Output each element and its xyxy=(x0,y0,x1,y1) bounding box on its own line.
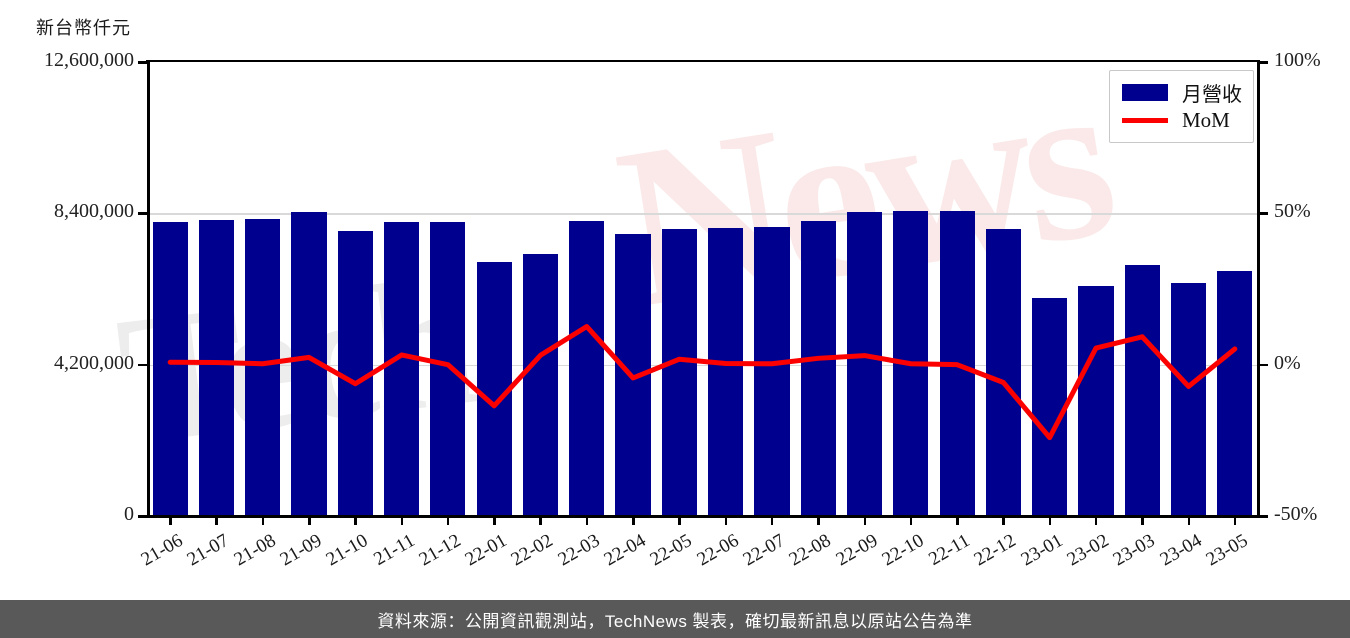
y-axis-left-tick xyxy=(138,212,147,215)
y-axis-left-tick xyxy=(138,515,147,518)
y-axis-right-tick xyxy=(1259,61,1268,64)
y-axis-left-label: 0 xyxy=(124,503,134,525)
y-axis-right-line xyxy=(1257,60,1260,518)
bar-21-07[interactable] xyxy=(198,220,235,516)
bar-23-01[interactable] xyxy=(1032,298,1068,516)
legend-bar-swatch-icon xyxy=(1122,83,1168,101)
y-axis-left-line xyxy=(147,60,150,518)
x-axis-line xyxy=(146,515,1260,518)
y-axis-right-tick xyxy=(1259,515,1268,518)
bar-21-11[interactable] xyxy=(384,221,420,516)
x-axis-tick xyxy=(863,516,867,525)
x-axis-tick xyxy=(585,516,589,525)
source-footer: 資料來源：公開資訊觀測站，TechNews 製表，確切最新訊息以原站公告為準 xyxy=(0,600,1350,638)
plot-top-border xyxy=(146,60,1260,62)
x-axis-tick xyxy=(1187,516,1191,525)
x-axis-tick xyxy=(632,516,635,525)
y-axis-left-label: 12,600,000 xyxy=(44,49,134,71)
legend-item-mom[interactable]: MoM xyxy=(1110,106,1253,134)
y-axis-unit-caption: 新台幣仟元 xyxy=(36,18,131,38)
x-axis-tick xyxy=(1094,516,1098,525)
bar-23-03[interactable] xyxy=(1124,265,1160,516)
x-axis-tick xyxy=(956,516,959,525)
bar-22-08[interactable] xyxy=(800,220,836,516)
y-axis-right-tick xyxy=(1259,212,1268,215)
y-axis-left-label: 4,200,000 xyxy=(54,351,134,374)
bar-22-09[interactable] xyxy=(846,211,883,516)
x-axis-tick xyxy=(1002,516,1005,525)
y-axis-right-label: -50% xyxy=(1274,503,1318,525)
legend-line-swatch-icon xyxy=(1122,117,1168,123)
bar-23-04[interactable] xyxy=(1170,283,1207,516)
line-series-mom xyxy=(147,62,1258,516)
y-axis-right-label: 50% xyxy=(1274,200,1311,223)
y-axis-left-tick xyxy=(138,363,147,367)
x-axis-tick xyxy=(909,516,913,525)
legend-label-month-revenue: 月營收 xyxy=(1182,83,1242,106)
bar-21-10[interactable] xyxy=(337,231,373,516)
bar-23-02[interactable] xyxy=(1078,286,1114,516)
bar-22-02[interactable] xyxy=(522,254,559,516)
y-axis-left-tick xyxy=(138,61,147,64)
legend[interactable]: 月營收 MoM xyxy=(1109,70,1254,143)
y-axis-right-label: 0% xyxy=(1274,351,1301,374)
x-axis-tick xyxy=(169,516,172,525)
x-axis-tick xyxy=(724,516,728,525)
gridline xyxy=(147,364,1258,367)
x-axis-tick xyxy=(539,516,542,525)
bar-21-08[interactable] xyxy=(245,219,281,516)
x-axis-tick xyxy=(817,516,820,525)
x-axis-tick xyxy=(215,516,218,525)
source-footer-text: 資料來源：公開資訊觀測站，TechNews 製表，確切最新訊息以原站公告為準 xyxy=(377,611,973,631)
x-axis-tick xyxy=(493,516,496,525)
x-axis-tick xyxy=(678,516,681,525)
bar-22-07[interactable] xyxy=(754,227,790,516)
x-axis-tick xyxy=(308,516,311,525)
x-axis-tick xyxy=(1141,516,1144,525)
x-axis-tick xyxy=(1048,516,1052,525)
legend-label-mom: MoM xyxy=(1182,107,1230,132)
bar-22-06[interactable] xyxy=(708,227,744,516)
bar-21-12[interactable] xyxy=(430,221,466,516)
y-axis-right-tick xyxy=(1259,363,1268,367)
x-axis-tick xyxy=(1233,516,1237,525)
bar-22-12[interactable] xyxy=(985,228,1021,516)
legend-item-month-revenue[interactable]: 月營收 xyxy=(1110,78,1253,106)
x-axis-tick xyxy=(770,516,774,525)
mom-polyline xyxy=(167,324,1238,441)
y-axis-left-label: 8,400,000 xyxy=(54,200,134,223)
y-axis-right-label: 100% xyxy=(1274,49,1321,71)
x-axis-tick xyxy=(261,516,265,525)
bar-23-05[interactable] xyxy=(1217,270,1253,516)
x-axis-tick xyxy=(400,516,404,525)
bar-22-05[interactable] xyxy=(661,228,697,516)
x-axis-tick xyxy=(446,516,450,525)
x-axis-tick xyxy=(354,516,357,525)
gridline xyxy=(147,213,1258,215)
bar-series-month-revenue xyxy=(147,62,1258,516)
mom-line-svg xyxy=(167,324,1238,441)
bar-21-06[interactable] xyxy=(152,221,188,516)
bar-22-01[interactable] xyxy=(476,261,512,516)
bar-22-03[interactable] xyxy=(569,220,605,516)
